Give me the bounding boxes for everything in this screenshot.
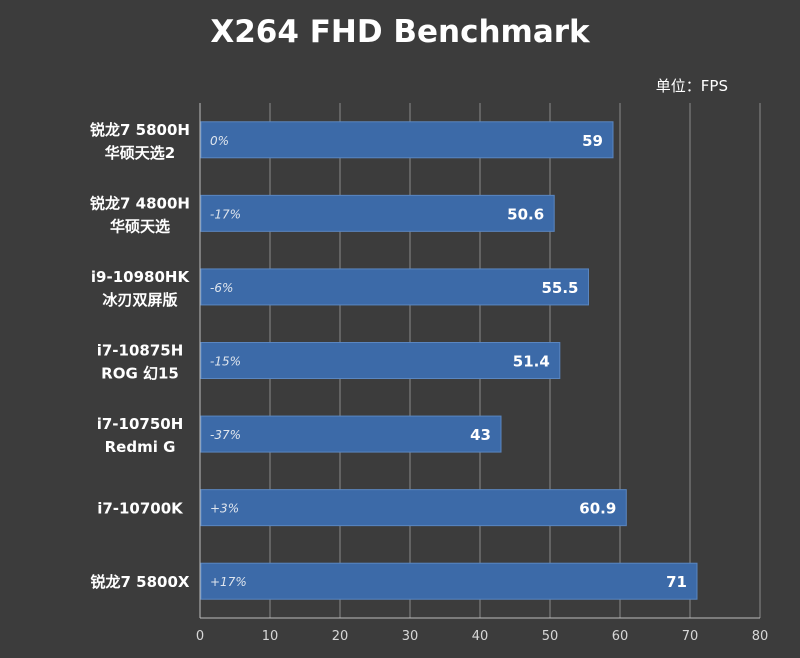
category-label-line1: i7-10750H xyxy=(97,415,184,433)
x-tick-label: 20 xyxy=(332,629,349,644)
x-tick-label: 50 xyxy=(542,629,559,644)
bar-percent-label: -6% xyxy=(210,281,233,295)
bar-percent-label: -17% xyxy=(210,207,241,221)
bar-value-label: 55.5 xyxy=(541,279,578,297)
bar xyxy=(200,121,614,159)
bar xyxy=(200,489,627,527)
category-label: 锐龙7 5800X xyxy=(91,573,190,591)
bar-percent-label: -37% xyxy=(210,428,241,442)
bar-value-label: 60.9 xyxy=(579,500,616,518)
bar xyxy=(200,415,502,453)
category-label-line2: ROG 幻15 xyxy=(101,365,179,383)
bar xyxy=(200,194,555,232)
x-tick-label: 60 xyxy=(612,629,629,644)
bar-value-label: 50.6 xyxy=(507,205,544,223)
bar xyxy=(200,342,561,379)
bar-percent-label: -15% xyxy=(210,355,241,369)
bar-percent-label: +3% xyxy=(210,502,239,516)
unit-label: 单位：FPS xyxy=(655,77,728,95)
x-tick-label: 70 xyxy=(682,629,699,644)
bar xyxy=(200,562,698,600)
category-label-line2: 冰刃双屏版 xyxy=(102,291,177,309)
x-tick-label: 0 xyxy=(196,629,204,644)
bar-value-label: 71 xyxy=(666,573,687,591)
bar-value-label: 51.4 xyxy=(513,353,550,371)
bar-percent-label: +17% xyxy=(210,575,247,589)
bar xyxy=(200,268,589,306)
bar-value-label: 43 xyxy=(470,426,491,444)
bar-percent-label: 0% xyxy=(210,134,229,148)
category-label-line1: 锐龙7 4800H xyxy=(90,194,190,212)
category-label-line2: 华硕天选 xyxy=(110,217,170,235)
x-tick-label: 80 xyxy=(752,629,769,644)
bar-value-label: 59 xyxy=(582,132,603,150)
category-label-line1: i9-10980HK xyxy=(91,268,191,286)
x-tick-label: 30 xyxy=(402,629,419,644)
chart-title: X264 FHD Benchmark xyxy=(210,14,590,50)
category-label-line2: 华硕天选2 xyxy=(105,144,175,162)
x-tick-label: 40 xyxy=(472,629,489,644)
x-tick-label: 10 xyxy=(262,629,279,644)
category-label-line1: 锐龙7 5800H xyxy=(90,121,190,139)
category-label-line1: i7-10875H xyxy=(97,342,184,360)
category-label: i7-10700K xyxy=(97,500,184,518)
category-label-line2: Redmi G xyxy=(105,438,176,456)
